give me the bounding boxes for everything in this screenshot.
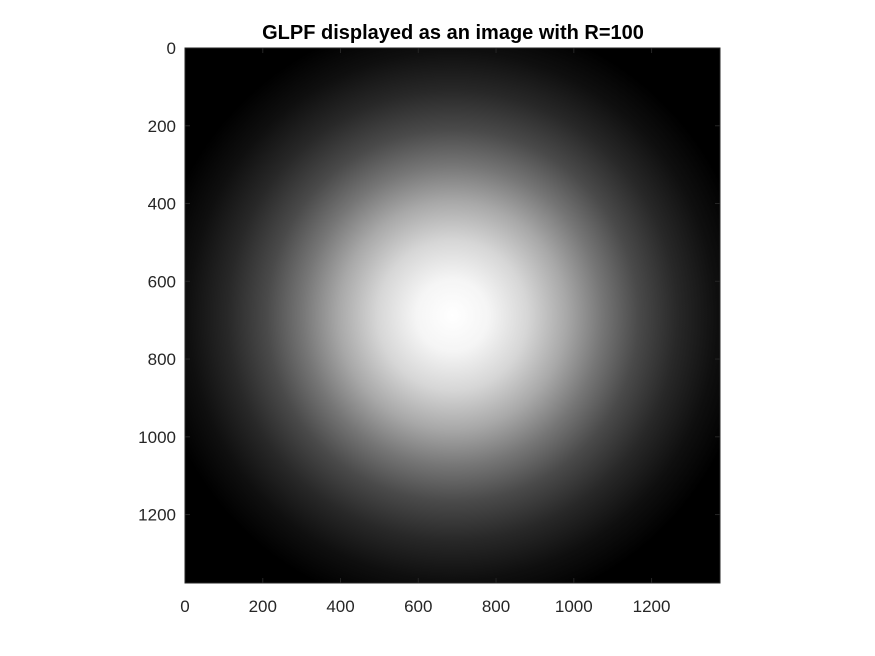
x-axis: 0 200 400 600 800 1000 1200 bbox=[180, 48, 670, 616]
filter-image-gaussian bbox=[185, 48, 720, 583]
y-tick-label: 1000 bbox=[138, 428, 176, 447]
y-tick-label: 1200 bbox=[138, 506, 176, 525]
plot-frame bbox=[184, 47, 721, 584]
chart-title: GLPF displayed as an image with R=100 bbox=[262, 22, 644, 44]
x-tick-label: 200 bbox=[249, 597, 277, 616]
x-tick-label: 600 bbox=[404, 597, 432, 616]
y-axis: 0 200 400 600 800 1000 1200 bbox=[138, 39, 720, 525]
plot-area bbox=[184, 47, 721, 584]
x-tick-label: 1200 bbox=[633, 597, 671, 616]
y-tick-label: 800 bbox=[148, 350, 176, 369]
x-tick-label: 400 bbox=[326, 597, 354, 616]
y-tick-label: 0 bbox=[167, 39, 176, 58]
y-tick-label: 400 bbox=[148, 195, 176, 214]
x-tick-label: 0 bbox=[180, 597, 189, 616]
x-tick-label: 800 bbox=[482, 597, 510, 616]
x-tick-label: 1000 bbox=[555, 597, 593, 616]
y-tick-label: 200 bbox=[148, 117, 176, 136]
y-tick-label: 600 bbox=[148, 272, 176, 291]
